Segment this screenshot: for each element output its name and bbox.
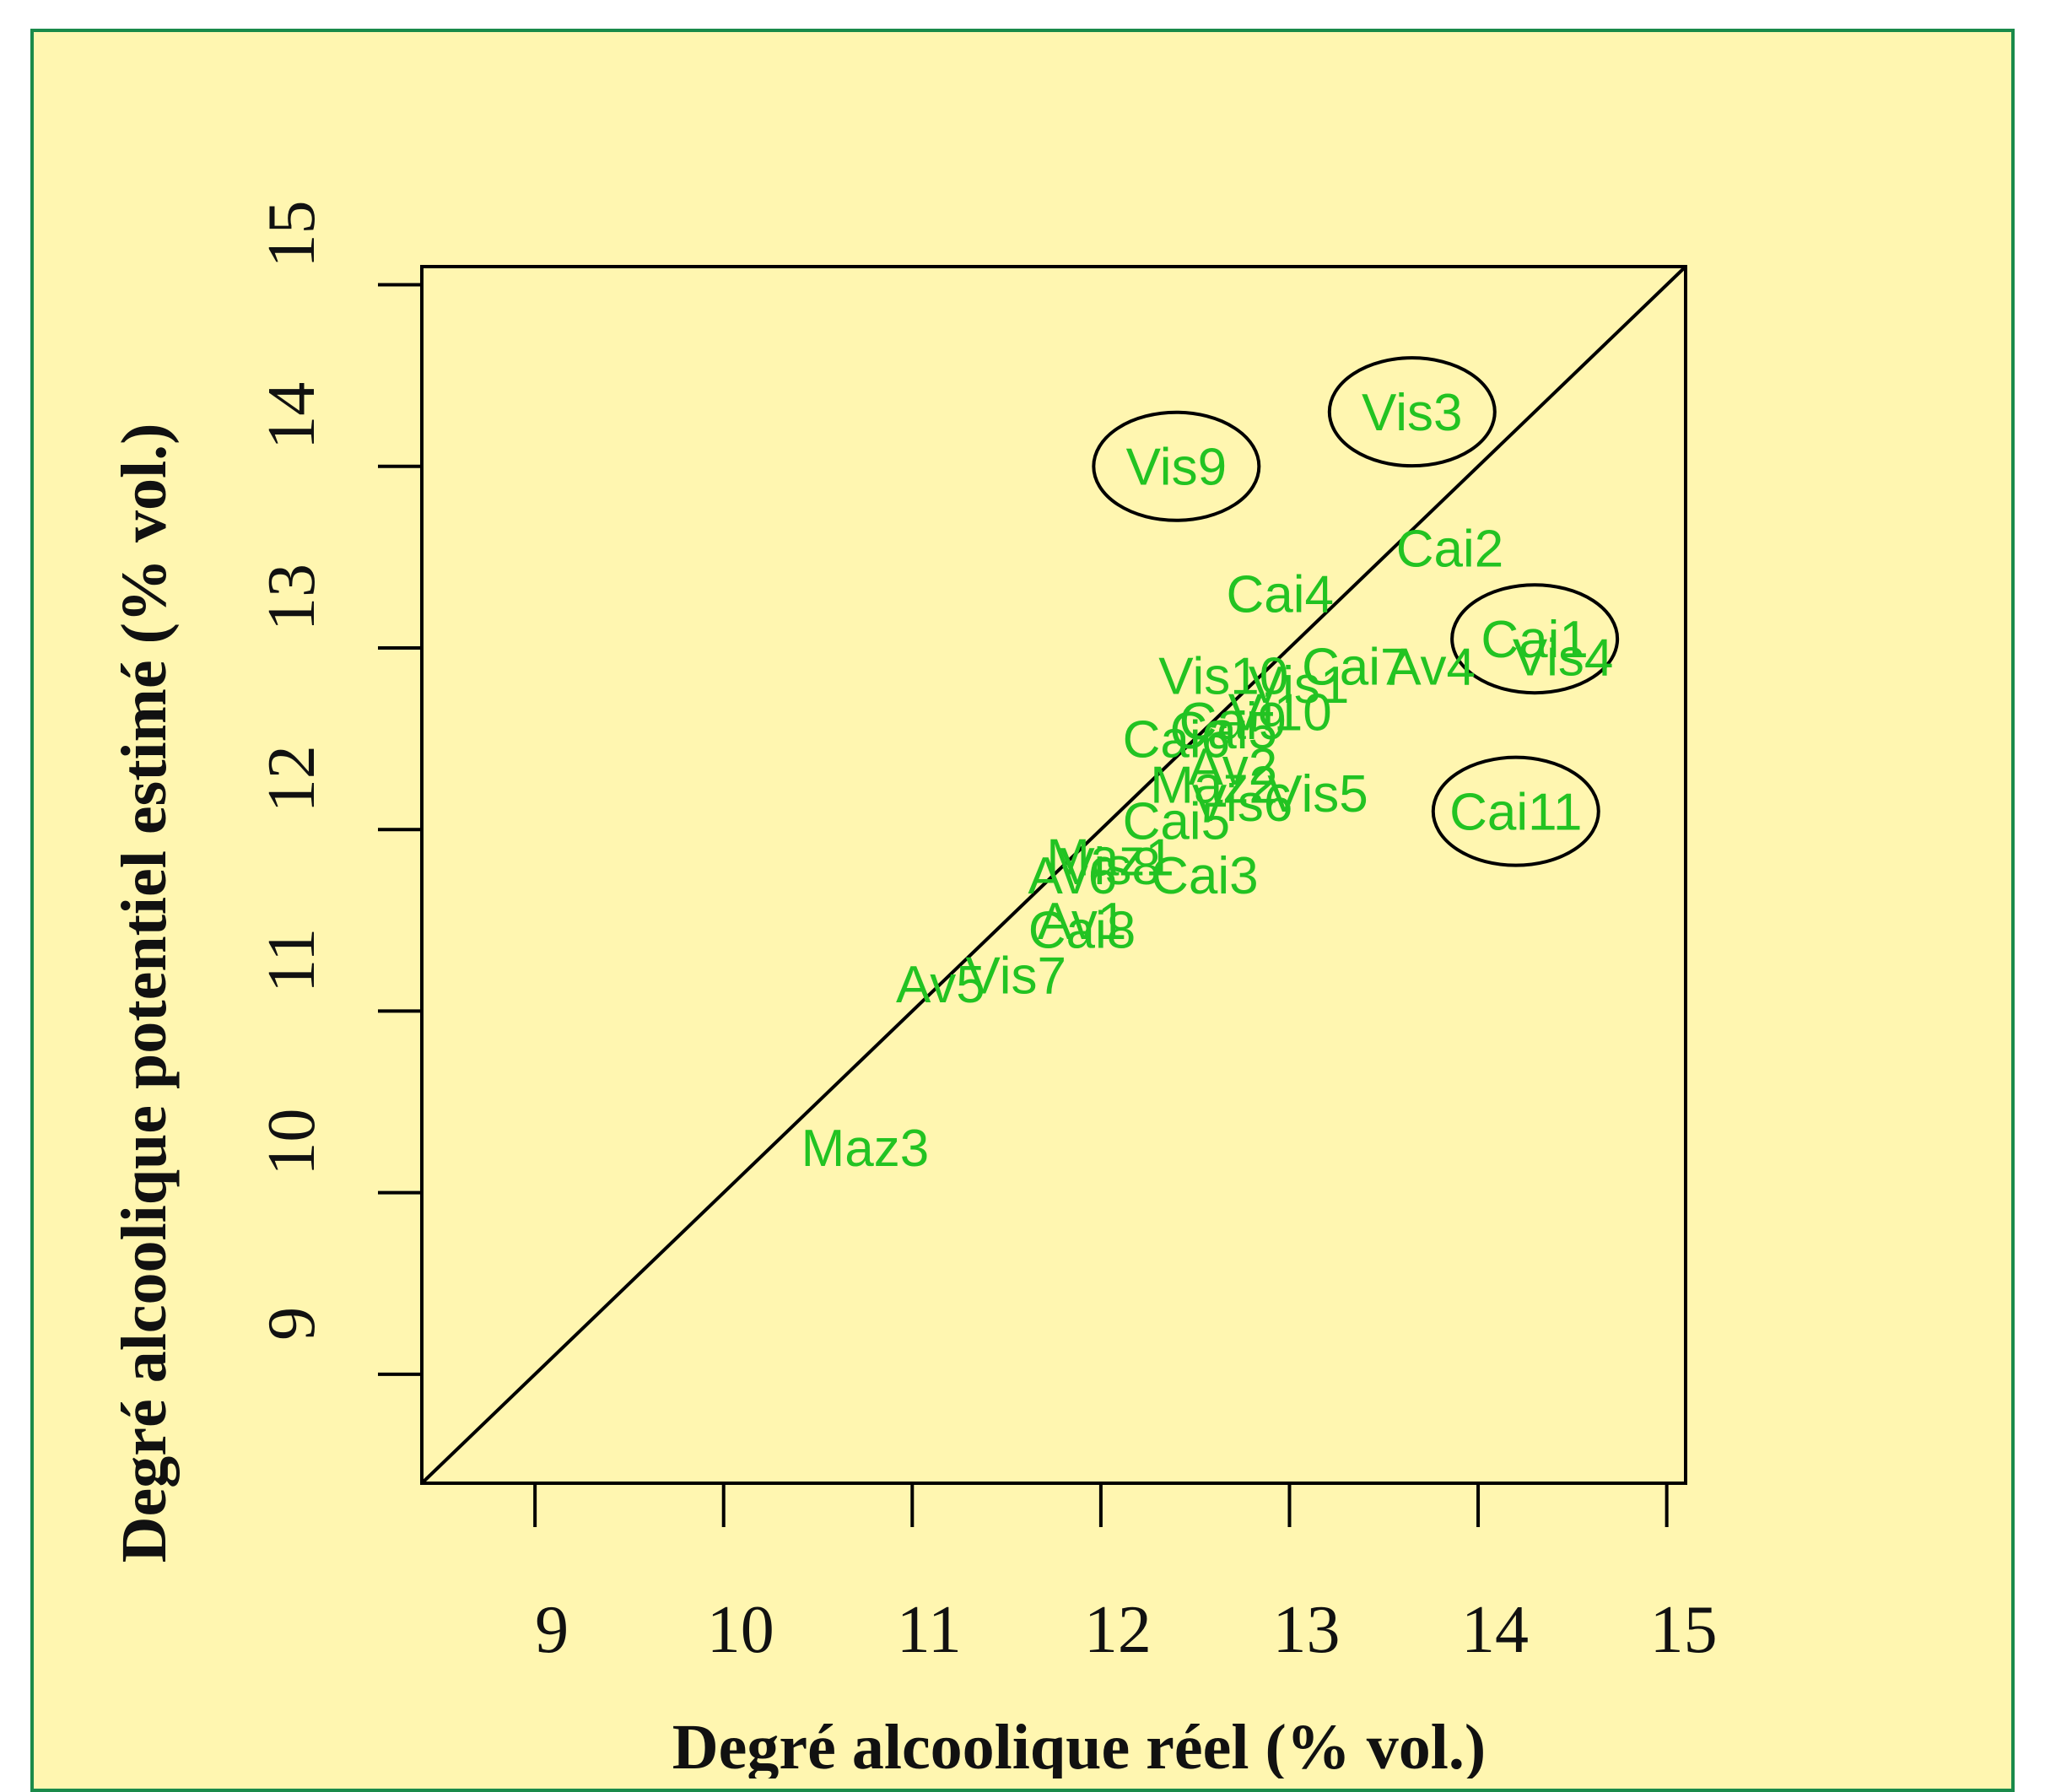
point-label: Cai2 xyxy=(1396,521,1504,579)
reference-line-layer xyxy=(420,265,1687,1485)
x-tick-label: 15 xyxy=(1650,1593,1718,1667)
x-tick-label: 10 xyxy=(707,1593,774,1667)
point-label: Cai4 xyxy=(1227,565,1335,623)
point-label: Av6 xyxy=(1028,847,1117,905)
identity-line xyxy=(420,265,1687,1485)
point-label: Vis10 xyxy=(1158,647,1288,705)
point-label: Vis7 xyxy=(966,947,1067,1005)
highlight-ellipse xyxy=(1431,755,1600,867)
y-tick-label: 15 xyxy=(255,201,329,268)
point-label: Av4 xyxy=(1386,638,1476,696)
y-axis: 9 10 11 12 13 14 15 xyxy=(255,201,422,1376)
x-axis: 9 10 11 12 13 14 15 xyxy=(533,1483,1718,1667)
point-label: Cai3 xyxy=(1151,847,1259,905)
point-label: Vis8 xyxy=(1060,838,1161,896)
point-label: Cai7 xyxy=(1302,638,1410,696)
x-tick-label: 9 xyxy=(535,1593,569,1667)
point-label: Maz2 xyxy=(1150,756,1278,814)
point-label: Cai8 xyxy=(1028,902,1136,960)
point-label: Vi10 xyxy=(1228,683,1332,742)
y-tick-label: 12 xyxy=(255,745,329,812)
highlight-ellipses xyxy=(1092,356,1620,867)
point-label: Cai1 xyxy=(1481,611,1589,669)
point-label: Cai11 xyxy=(1449,784,1582,842)
point-label: Maz3 xyxy=(801,1120,930,1178)
point-label: Vis4 xyxy=(1513,629,1614,688)
point-label: Vis6 xyxy=(1192,775,1293,833)
plot-frame xyxy=(420,265,1687,1485)
point-label: Cai9 xyxy=(1179,693,1287,751)
y-tick-label: 11 xyxy=(255,928,329,993)
y-tick-label: 9 xyxy=(255,1307,329,1341)
x-tick-label: 12 xyxy=(1084,1593,1152,1667)
point-label: Cai5 xyxy=(1123,792,1231,850)
point-label: Vis3 xyxy=(1362,384,1463,442)
point-label: Vis1 xyxy=(1249,656,1350,715)
x-tick-label: 11 xyxy=(897,1593,962,1667)
point-label: Av2 xyxy=(1189,738,1278,796)
point-label: Vis5 xyxy=(1267,765,1368,823)
highlight-ellipse xyxy=(1327,356,1497,468)
point-label: Vis9 xyxy=(1126,439,1228,497)
x-tick-label: 13 xyxy=(1272,1593,1340,1667)
y-tick-label: 13 xyxy=(255,564,329,631)
highlight-ellipse xyxy=(1450,583,1620,695)
highlight-ellipse xyxy=(1092,410,1261,522)
point-label: Av1 xyxy=(1038,893,1127,951)
y-tick-label: 10 xyxy=(255,1109,329,1176)
point-label: Cai6 xyxy=(1123,711,1231,769)
x-tick-label: 14 xyxy=(1461,1593,1529,1667)
y-axis-title: Degré alcoolique potentiel estimé (% vol… xyxy=(109,424,180,1563)
x-axis-title: Degré alcoolique réel (% vol.) xyxy=(672,1712,1486,1779)
point-label: Cai5 xyxy=(1169,702,1277,760)
point-label: Maz1 xyxy=(1046,829,1174,887)
point-label: Av5 xyxy=(896,956,985,1014)
y-tick-label: 14 xyxy=(255,382,329,450)
